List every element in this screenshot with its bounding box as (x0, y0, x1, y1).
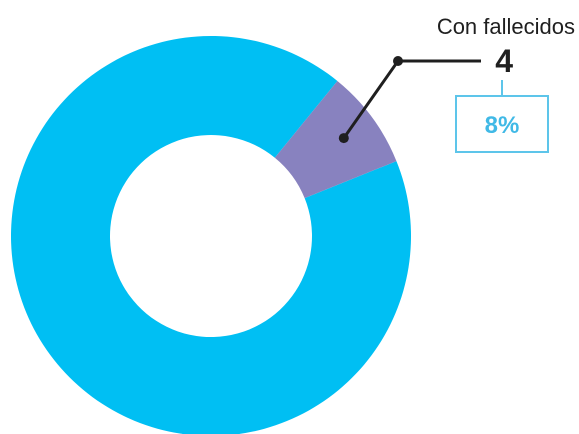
callout-value: 4 (495, 43, 513, 79)
leader-line (338, 56, 481, 144)
donut-slices (11, 36, 411, 434)
donut-slice-con-fallecidos (274, 81, 397, 199)
callout-label: Con fallecidos (437, 14, 575, 39)
donut-slice-main (11, 36, 411, 434)
percent-text: 8% (485, 112, 520, 139)
percent-badge: 8% (455, 80, 549, 153)
